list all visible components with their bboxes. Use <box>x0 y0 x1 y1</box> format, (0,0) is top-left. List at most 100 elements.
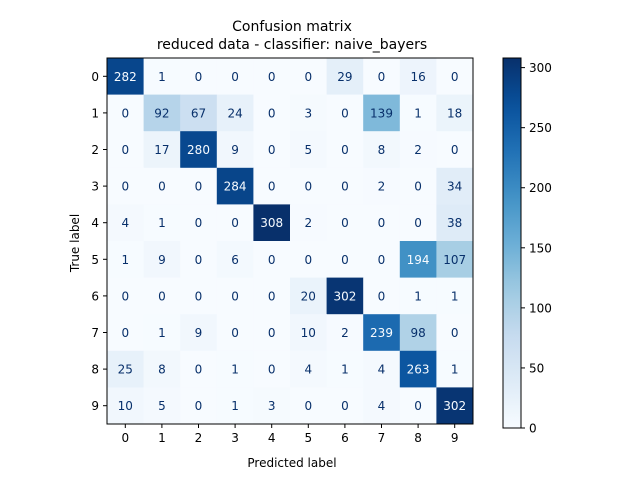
matrix-cell <box>436 58 474 95</box>
colorbar-tick-label: 250 <box>529 121 552 135</box>
cell-value-label: 302 <box>443 399 466 413</box>
cell-value-label: 0 <box>121 143 129 157</box>
cell-value-label: 0 <box>195 253 203 267</box>
matrix-cell <box>290 350 327 388</box>
cell-value-label: 0 <box>231 326 239 340</box>
cell-value-label: 4 <box>121 216 129 230</box>
matrix-cell <box>180 314 218 352</box>
cell-value-label: 2 <box>378 180 386 194</box>
y-axis-label: True label <box>68 214 82 273</box>
cell-value-label: 5 <box>304 143 312 157</box>
cell-value-label: 284 <box>224 180 247 194</box>
cell-value-label: 0 <box>378 70 386 84</box>
matrix-cell <box>107 204 144 242</box>
matrix-cell <box>180 131 218 169</box>
cell-value-label: 239 <box>370 326 393 340</box>
cell-value-label: 0 <box>414 180 422 194</box>
cell-value-label: 0 <box>121 326 129 340</box>
cell-value-label: 8 <box>158 363 166 377</box>
cell-value-label: 139 <box>370 106 393 120</box>
matrix-cell <box>290 167 327 205</box>
cell-value-label: 0 <box>304 399 312 413</box>
matrix-cell <box>216 94 254 132</box>
matrix-cell <box>436 204 474 242</box>
matrix-cell <box>363 387 401 425</box>
cell-value-label: 0 <box>451 70 459 84</box>
matrix-cell <box>399 350 437 388</box>
matrix-cell <box>290 277 327 315</box>
matrix-cell <box>363 94 401 132</box>
matrix-cell <box>399 58 437 95</box>
x-tick-label: 9 <box>451 431 459 445</box>
matrix-cell <box>290 314 327 352</box>
matrix-cell <box>363 58 401 95</box>
matrix-cell <box>290 241 327 278</box>
matrix-cell <box>399 387 437 425</box>
cell-value-label: 3 <box>304 106 312 120</box>
matrix-cell <box>180 94 218 132</box>
cell-value-label: 0 <box>341 216 349 230</box>
matrix-cell <box>363 204 401 242</box>
matrix-cell <box>399 314 437 352</box>
cell-value-label: 1 <box>231 363 239 377</box>
cell-value-label: 1 <box>158 70 166 84</box>
matrix-cell <box>180 387 218 425</box>
matrix-cell <box>143 241 181 278</box>
matrix-cells <box>107 58 474 425</box>
x-tick-label: 7 <box>378 431 386 445</box>
cell-value-label: 9 <box>195 326 203 340</box>
cell-value-label: 0 <box>195 363 203 377</box>
matrix-cell <box>180 167 218 205</box>
y-axis-ticks: 0 1 2 3 4 5 6 7 8 9 <box>91 70 107 413</box>
cell-value-label: 5 <box>158 399 166 413</box>
matrix-cell <box>253 94 291 132</box>
cell-value-label: 0 <box>195 180 203 194</box>
matrix-cell <box>399 167 437 205</box>
matrix-cell <box>363 350 401 388</box>
matrix-cell <box>107 58 144 95</box>
cell-value-label: 0 <box>195 399 203 413</box>
matrix-cell <box>143 350 181 388</box>
cell-value-label: 24 <box>227 106 242 120</box>
cell-value-label: 0 <box>268 363 276 377</box>
matrix-cell <box>326 350 364 388</box>
colorbar-gradient <box>503 58 521 428</box>
matrix-cell <box>436 131 474 169</box>
matrix-cell <box>180 277 218 315</box>
colorbar-tick-label: 300 <box>529 61 552 75</box>
matrix-cell <box>253 314 291 352</box>
cell-value-label: 0 <box>341 106 349 120</box>
matrix-cell <box>107 350 144 388</box>
y-tick-label: 4 <box>91 216 99 230</box>
matrix-cell <box>399 277 437 315</box>
colorbar-tick-label: 150 <box>529 241 552 255</box>
matrix-cell <box>143 277 181 315</box>
matrix-cell <box>253 277 291 315</box>
cell-value-label: 194 <box>407 253 430 267</box>
cell-value-label: 0 <box>268 180 276 194</box>
x-tick-label: 6 <box>341 431 349 445</box>
colorbar: 0 50 100 150 200 250 300 <box>502 57 552 436</box>
cell-value-label: 4 <box>378 399 386 413</box>
y-tick-label: 6 <box>91 289 99 303</box>
cell-value-label: 0 <box>341 143 349 157</box>
matrix-cell <box>180 241 218 278</box>
cell-value-label: 263 <box>407 363 430 377</box>
matrix-cell <box>253 204 291 242</box>
cell-value-label: 0 <box>231 70 239 84</box>
matrix-cell <box>326 58 364 95</box>
matrix-cell <box>107 387 144 425</box>
matrix-cell <box>216 350 254 388</box>
matrix-cell <box>326 241 364 278</box>
cell-value-label: 1 <box>341 363 349 377</box>
cell-value-label: 9 <box>158 253 166 267</box>
cell-value-label: 18 <box>447 106 462 120</box>
matrix-cell <box>253 131 291 169</box>
matrix-cell <box>216 241 254 278</box>
cell-value-label: 0 <box>268 143 276 157</box>
matrix-cell <box>143 314 181 352</box>
cell-value-label: 308 <box>260 216 283 230</box>
x-tick-label: 4 <box>268 431 276 445</box>
cell-value-label: 98 <box>410 326 425 340</box>
